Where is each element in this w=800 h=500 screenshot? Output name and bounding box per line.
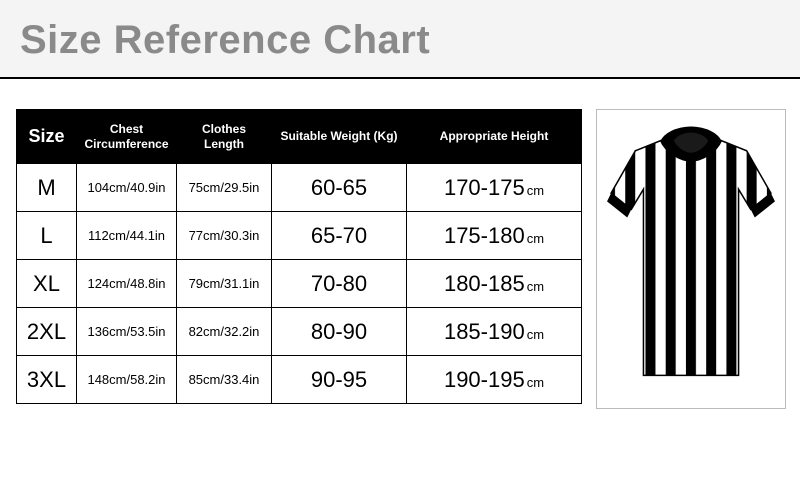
table-header-row: Size Chest Circumference Clothes Length … — [17, 110, 582, 164]
cell-size: L — [17, 212, 77, 260]
cell-size: 3XL — [17, 356, 77, 404]
cell-weight: 60-65 — [272, 164, 407, 212]
col-header-height: Appropriate Height — [407, 110, 582, 164]
cell-length: 85cm/33.4in — [177, 356, 272, 404]
cell-height: 170-175cm — [407, 164, 582, 212]
cell-weight: 65-70 — [272, 212, 407, 260]
cell-weight: 90-95 — [272, 356, 407, 404]
cell-size: M — [17, 164, 77, 212]
cell-chest: 136cm/53.5in — [77, 308, 177, 356]
content-area: Size Chest Circumference Clothes Length … — [0, 79, 800, 425]
referee-shirt-icon — [605, 118, 777, 400]
cell-chest: 124cm/48.8in — [77, 260, 177, 308]
cell-height: 175-180cm — [407, 212, 582, 260]
cell-chest: 148cm/58.2in — [77, 356, 177, 404]
table-row: M 104cm/40.9in 75cm/29.5in 60-65 170-175… — [17, 164, 582, 212]
cell-length: 82cm/32.2in — [177, 308, 272, 356]
cell-length: 75cm/29.5in — [177, 164, 272, 212]
table-row: 2XL 136cm/53.5in 82cm/32.2in 80-90 185-1… — [17, 308, 582, 356]
table-row: XL 124cm/48.8in 79cm/31.1in 70-80 180-18… — [17, 260, 582, 308]
cell-height: 190-195cm — [407, 356, 582, 404]
cell-height: 180-185cm — [407, 260, 582, 308]
col-header-length: Clothes Length — [177, 110, 272, 164]
cell-weight: 70-80 — [272, 260, 407, 308]
col-header-weight: Suitable Weight (Kg) — [272, 110, 407, 164]
page-title: Size Reference Chart — [20, 18, 780, 63]
cell-chest: 112cm/44.1in — [77, 212, 177, 260]
table-body: M 104cm/40.9in 75cm/29.5in 60-65 170-175… — [17, 164, 582, 404]
col-header-chest: Chest Circumference — [77, 110, 177, 164]
cell-size: XL — [17, 260, 77, 308]
cell-size: 2XL — [17, 308, 77, 356]
size-table: Size Chest Circumference Clothes Length … — [16, 109, 582, 404]
cell-length: 79cm/31.1in — [177, 260, 272, 308]
col-header-size: Size — [17, 110, 77, 164]
table-row: 3XL 148cm/58.2in 85cm/33.4in 90-95 190-1… — [17, 356, 582, 404]
table-row: L 112cm/44.1in 77cm/30.3in 65-70 175-180… — [17, 212, 582, 260]
cell-length: 77cm/30.3in — [177, 212, 272, 260]
product-image-box — [596, 109, 786, 409]
title-bar: Size Reference Chart — [0, 0, 800, 79]
cell-height: 185-190cm — [407, 308, 582, 356]
cell-weight: 80-90 — [272, 308, 407, 356]
size-table-wrap: Size Chest Circumference Clothes Length … — [16, 109, 582, 404]
cell-chest: 104cm/40.9in — [77, 164, 177, 212]
